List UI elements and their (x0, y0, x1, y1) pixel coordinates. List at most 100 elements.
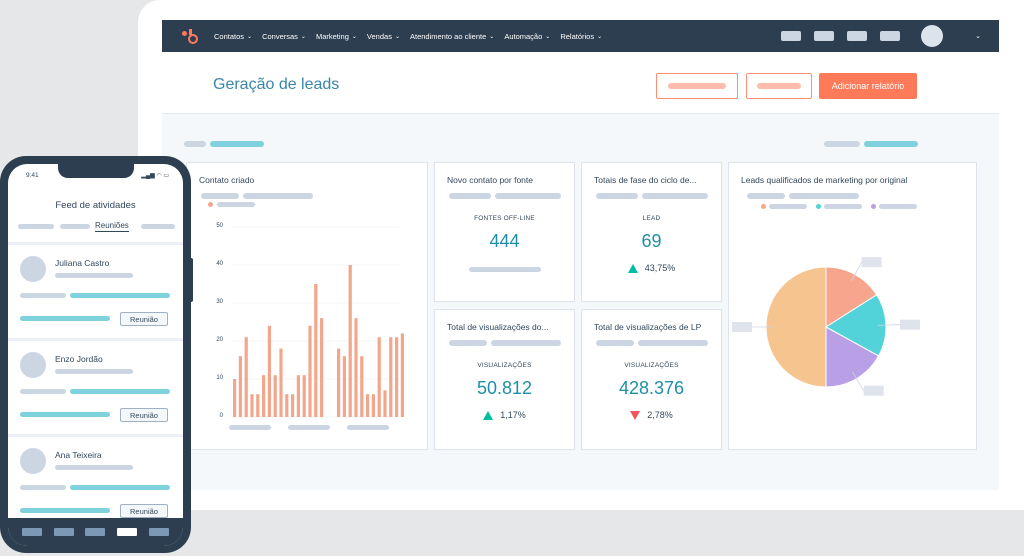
slice-leader-line (852, 371, 865, 391)
y-tick-label: 50 (216, 223, 223, 229)
list-item[interactable]: Juliana Castro Reunião (8, 242, 183, 332)
filter-placeholder[interactable] (864, 141, 918, 147)
nav-automacao[interactable]: Automação ⌄ (504, 31, 551, 41)
filter-placeholder[interactable] (210, 141, 264, 147)
text-placeholder (55, 465, 133, 470)
kpi-change: 43,75% (582, 263, 721, 273)
bar (244, 337, 248, 417)
nav-contatos[interactable]: Contatos ⌄ (214, 31, 253, 41)
feed-title: Feed de atividades (55, 200, 136, 211)
bar (366, 394, 370, 417)
subtitle-placeholder (491, 340, 561, 346)
filter-placeholder[interactable] (824, 141, 860, 147)
lifecycle-stage-card[interactable]: Totais de fase do ciclo de... LEAD 69 43… (581, 162, 722, 302)
lp-views-card[interactable]: Total de visualizações de LP VISUALIZAÇÕ… (581, 309, 722, 450)
meeting-button[interactable]: Reunião (120, 408, 168, 422)
phone-tab[interactable] (141, 224, 175, 229)
slice-label-placeholder (863, 385, 884, 396)
slice-leader-line (877, 324, 900, 326)
text-placeholder (55, 369, 133, 374)
pie-slice (765, 266, 827, 388)
nav-utility-icon[interactable] (847, 31, 867, 41)
chevron-down-icon: ⌄ (394, 33, 400, 40)
meeting-button[interactable]: Reunião (120, 312, 168, 326)
chevron-down-icon: ⌄ (489, 33, 495, 40)
nav-tab-icon-active[interactable] (117, 528, 138, 536)
bar (296, 375, 300, 417)
status-time: 9:41 (26, 172, 39, 179)
phone-tab[interactable] (18, 224, 54, 229)
new-contact-source-card[interactable]: Novo contato por fonte FONTES OFF-LINE 4… (434, 162, 575, 302)
avatar (20, 448, 46, 474)
account-chevron-icon[interactable]: ⌄ (975, 33, 981, 40)
meeting-button[interactable]: Reunião (120, 504, 168, 518)
tab-reunioes[interactable]: Reuniões (95, 221, 129, 232)
avatar[interactable] (921, 25, 943, 47)
status-icons: ▂▄▆ ◠ ▭ (141, 173, 169, 179)
list-item[interactable]: Enzo Jordão Reunião (8, 338, 183, 428)
nav-tab-icon[interactable] (85, 528, 106, 536)
dashboard-screen: Contatos ⌄ Conversas ⌄ Marketing ⌄ Vendas ⌄ … (162, 20, 999, 490)
bar (400, 333, 404, 417)
bar (360, 356, 364, 417)
bar (238, 356, 242, 417)
contact-name: Juliana Castro (55, 258, 110, 268)
avatar (20, 352, 46, 378)
add-report-button[interactable]: Adicionar relatório (819, 73, 917, 99)
bar (342, 356, 346, 417)
hubspot-logo-icon[interactable] (182, 28, 198, 44)
subtitle-placeholder (642, 193, 708, 199)
y-tick-label: 40 (216, 261, 223, 267)
text-placeholder (20, 389, 66, 394)
nav-relatorios[interactable]: Relatórios ⌄ (560, 31, 603, 41)
nav-conversas[interactable]: Conversas ⌄ (262, 31, 306, 41)
views-card[interactable]: Total de visualizações do... VISUALIZAÇÕ… (434, 309, 575, 450)
kpi-label: LEAD (642, 215, 661, 222)
trend-down-icon (630, 410, 641, 420)
contact-name: Ana Teixeira (55, 450, 102, 460)
legend-dot (208, 202, 213, 207)
mql-by-source-card[interactable]: Leads qualificados de marketing por orig… (728, 162, 977, 450)
nav-tab-icon[interactable] (53, 528, 74, 536)
bar (320, 318, 324, 417)
card-title: Novo contato por fonte (447, 175, 534, 185)
subtitle-placeholder (747, 193, 785, 199)
nav-tab-icon[interactable] (21, 528, 42, 536)
text-placeholder (70, 485, 170, 490)
contacts-created-card[interactable]: Contato criado 0 10 20 30 40 50 (186, 162, 428, 450)
nav-utility-icon[interactable] (781, 31, 801, 41)
bar (250, 394, 254, 417)
nav-utility-icon[interactable] (880, 31, 900, 41)
card-title: Total de visualizações do... (447, 322, 549, 332)
list-item[interactable]: Ana Teixeira Reunião (8, 434, 183, 524)
secondary-button[interactable] (656, 73, 738, 99)
text-placeholder (20, 412, 110, 417)
phone-screen: 9:41 ▂▄▆ ◠ ▭ Feed de atividades Reuniões… (8, 164, 183, 546)
phone-frame: 9:41 ▂▄▆ ◠ ▭ Feed de atividades Reuniões… (0, 156, 191, 553)
filter-placeholder[interactable] (184, 141, 206, 147)
chevron-down-icon: ⌄ (247, 33, 253, 40)
text-placeholder (70, 293, 170, 298)
legend-dot (816, 204, 821, 209)
text-placeholder (55, 273, 133, 278)
text-placeholder (20, 485, 66, 490)
nav-marketing[interactable]: Marketing ⌄ (315, 31, 357, 41)
x-label-placeholder (288, 425, 330, 430)
secondary-button[interactable] (746, 73, 812, 99)
nav-utility-icon[interactable] (814, 31, 834, 41)
bar (291, 394, 295, 417)
subtitle-placeholder (449, 340, 487, 346)
bar (262, 375, 266, 417)
legend-placeholder (824, 204, 862, 209)
nav-vendas[interactable]: Vendas ⌄ (366, 31, 400, 41)
page-title: Geração de leads (213, 76, 340, 93)
x-label-placeholder (229, 425, 271, 430)
bar (348, 265, 352, 417)
legend-placeholder (879, 204, 917, 209)
nav-atendimento[interactable]: Atendimento ao cliente ⌄ (409, 31, 495, 41)
nav-tab-icon[interactable] (149, 528, 170, 536)
avatar (20, 256, 46, 282)
text-placeholder (70, 389, 170, 394)
bar (371, 394, 375, 417)
phone-tab[interactable] (60, 224, 90, 229)
